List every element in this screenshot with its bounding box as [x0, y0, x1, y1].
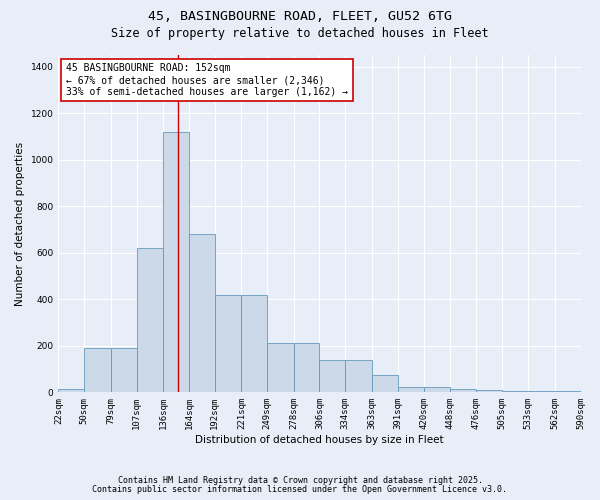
Text: Contains HM Land Registry data © Crown copyright and database right 2025.: Contains HM Land Registry data © Crown c…: [118, 476, 482, 485]
Bar: [345, 360, 372, 392]
Bar: [137, 248, 163, 392]
Bar: [319, 360, 345, 392]
Bar: [372, 375, 398, 392]
Bar: [450, 389, 476, 392]
Y-axis label: Number of detached properties: Number of detached properties: [15, 142, 25, 306]
Bar: [58, 389, 84, 392]
Bar: [502, 391, 528, 392]
Text: Size of property relative to detached houses in Fleet: Size of property relative to detached ho…: [111, 28, 489, 40]
Bar: [398, 386, 424, 392]
Bar: [215, 294, 241, 392]
Bar: [424, 386, 450, 392]
Bar: [84, 348, 111, 393]
Bar: [163, 132, 189, 392]
Text: Contains public sector information licensed under the Open Government Licence v3: Contains public sector information licen…: [92, 485, 508, 494]
X-axis label: Distribution of detached houses by size in Fleet: Distribution of detached houses by size …: [195, 435, 444, 445]
Bar: [294, 344, 319, 392]
Bar: [476, 390, 502, 392]
Bar: [111, 348, 137, 393]
Text: 45, BASINGBOURNE ROAD, FLEET, GU52 6TG: 45, BASINGBOURNE ROAD, FLEET, GU52 6TG: [148, 10, 452, 23]
Bar: [555, 391, 581, 392]
Bar: [267, 344, 294, 392]
Bar: [528, 391, 555, 392]
Bar: [241, 294, 267, 392]
Text: 45 BASINGBOURNE ROAD: 152sqm
← 67% of detached houses are smaller (2,346)
33% of: 45 BASINGBOURNE ROAD: 152sqm ← 67% of de…: [66, 64, 348, 96]
Bar: [189, 234, 215, 392]
